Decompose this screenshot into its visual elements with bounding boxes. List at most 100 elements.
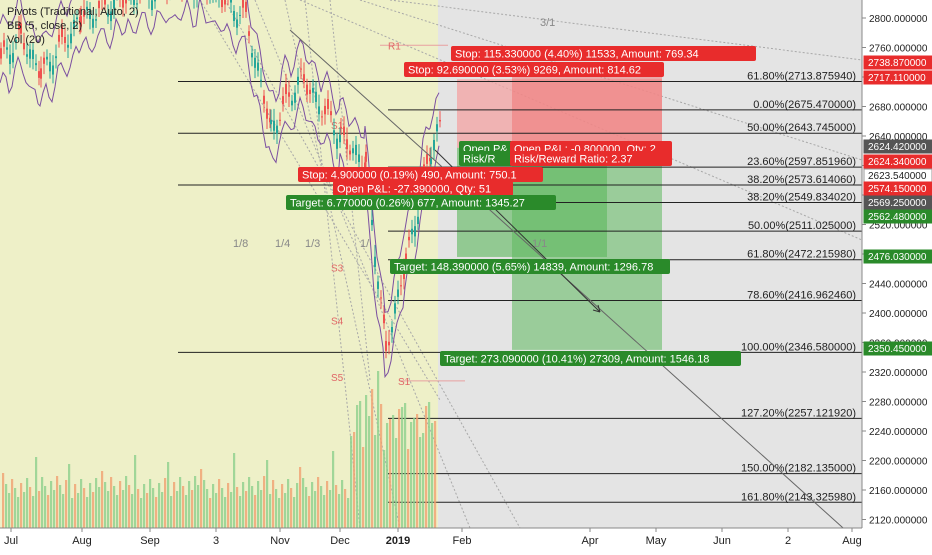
price-tag-bg-1 [863, 70, 932, 85]
volume-bar-80 [242, 482, 245, 528]
candle-body-25 [73, 19, 75, 29]
price-tag-8: 2476.030000 [868, 252, 927, 263]
volume-bar-140 [422, 433, 425, 528]
legend-bb[interactable]: BB (5, close, 2) [7, 20, 83, 32]
x-tick-label-8: Apr [581, 535, 598, 547]
volume-bar-59 [179, 477, 182, 528]
volume-bar-41 [125, 476, 128, 528]
volume-bar-124 [374, 435, 377, 528]
volume-bar-88 [266, 460, 269, 528]
volume-bar-122 [368, 416, 371, 528]
open-pl-red-2-bg [333, 181, 513, 196]
volume-bar-21 [65, 480, 68, 528]
candle-body-100 [291, 100, 293, 106]
volume-bar-47 [143, 484, 146, 528]
candle-body-137 [397, 289, 399, 297]
volume-bar-39 [119, 481, 122, 528]
volume-bar-71 [215, 493, 218, 528]
candle-body-8 [23, 43, 25, 50]
candle-body-98 [285, 84, 287, 95]
volume-bar-16 [50, 481, 53, 528]
candle-body-76 [221, 0, 223, 8]
candle-body-103 [300, 68, 302, 70]
volume-bar-141 [425, 406, 428, 528]
price-tag-bg-3 [863, 154, 932, 169]
candle-body-39 [113, 0, 115, 9]
gann-label-3: 1/3 [305, 238, 320, 250]
candle-body-105 [306, 84, 308, 95]
volume-bar-91 [275, 489, 278, 528]
volume-bar-121 [365, 395, 368, 528]
candle-body-1 [3, 40, 5, 47]
candle-body-22 [64, 36, 66, 43]
volume-bar-128 [386, 423, 389, 528]
volume-bar-37 [113, 486, 116, 528]
volume-bar-4 [14, 488, 17, 528]
volume-bar-112 [338, 494, 341, 528]
candle-body-125 [364, 162, 366, 172]
candle-body-12 [35, 63, 37, 66]
candle-body-152 [439, 119, 441, 122]
candle-body-77 [224, 0, 226, 5]
legend-pivots[interactable]: Pivots (Traditional, Auto, 2) [7, 6, 139, 18]
gann-label-2: 1/4 [275, 238, 290, 250]
fib-level-label-7: 61.80%(2472.215980) [747, 249, 856, 261]
candle-body-80 [233, 11, 235, 21]
volume-bar-62 [188, 481, 191, 528]
candle-body-81 [236, 19, 238, 28]
candle-body-4 [12, 53, 14, 63]
volume-bar-24 [74, 484, 77, 528]
volume-bar-70 [212, 484, 215, 528]
volume-bar-63 [191, 490, 194, 528]
fib-level-label-2: 50.00%(2643.745000) [747, 122, 856, 134]
volume-bar-116 [350, 436, 353, 528]
fib-level-label-4: 38.20%(2573.614060) [747, 174, 856, 186]
pivot-label-5: S1 [331, 121, 344, 132]
fib-level-label-11: 150.00%(2182.135000) [741, 463, 856, 475]
volume-bar-53 [161, 492, 164, 528]
candle-body-113 [330, 111, 332, 116]
gann-fan-line-1 [224, 0, 521, 529]
volume-bar-90 [272, 480, 275, 528]
x-tick-label-12: Aug [842, 535, 862, 547]
volume-bar-57 [173, 482, 176, 528]
volume-bar-23 [71, 498, 74, 528]
volume-bar-15 [47, 495, 50, 528]
fib-level-label-5: 38.20%(2549.834020) [747, 191, 856, 203]
candle-body-16 [46, 56, 48, 60]
legend-vol[interactable]: Vol (20) [7, 34, 45, 46]
volume-bar-69 [209, 498, 212, 528]
candle-body-120 [349, 150, 351, 155]
candle-body-7 [20, 23, 22, 34]
volume-bar-120 [362, 447, 365, 528]
volume-bar-105 [317, 477, 320, 528]
time-axis-bg [0, 528, 932, 550]
candle-body-43 [125, 0, 127, 4]
x-tick-label-7: Feb [453, 535, 472, 547]
fib-level-label-10: 127.20%(2257.121920) [741, 407, 856, 419]
candle-body-38 [110, 11, 112, 22]
candle-body-36 [104, 0, 106, 5]
price-axis-bg [862, 0, 932, 550]
candle-body-28 [80, 16, 82, 27]
price-tag-0: 2738.870000 [868, 58, 927, 69]
candle-body-135 [391, 327, 393, 333]
candle-body-24 [70, 33, 72, 44]
candle-body-90 [263, 95, 265, 104]
volume-bar-92 [278, 498, 281, 528]
volume-bar-2 [8, 493, 11, 528]
stop-zone-2 [512, 63, 662, 148]
volume-bar-22 [68, 464, 71, 528]
candle-body-138 [400, 285, 402, 287]
y-tick-label-4: 2640.000000 [869, 132, 928, 143]
volume-bar-52 [158, 483, 161, 528]
volume-bar-93 [281, 484, 284, 528]
candle-body-5 [15, 40, 17, 43]
volume-bar-8 [26, 478, 29, 528]
volume-bar-49 [149, 479, 152, 528]
volume-bar-14 [44, 486, 47, 528]
volume-bar-99 [299, 467, 302, 528]
volume-bar-56 [170, 496, 173, 528]
